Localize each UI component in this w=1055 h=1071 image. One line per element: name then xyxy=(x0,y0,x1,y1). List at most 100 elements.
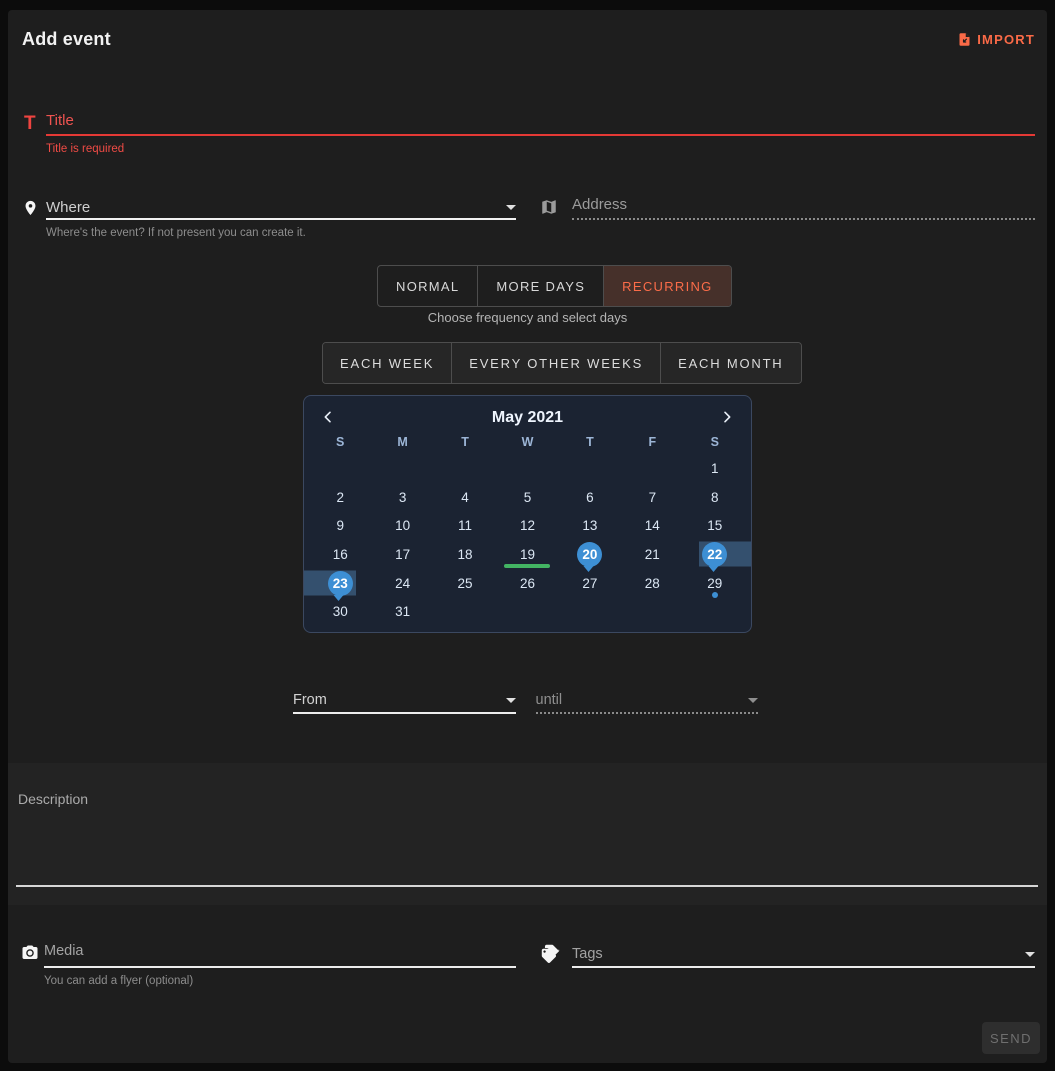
media-input[interactable] xyxy=(44,943,516,959)
calendar-day[interactable]: 4 xyxy=(461,489,469,505)
calendar-day[interactable]: 13 xyxy=(582,518,598,534)
calendar-weekday-row: S M T W T F S xyxy=(304,430,751,454)
calendar-day[interactable]: 30 xyxy=(332,604,348,620)
calendar-day-with-event[interactable]: 29 xyxy=(684,569,746,599)
each-month-button[interactable]: EACH MONTH xyxy=(661,343,801,383)
calendar-day-selected[interactable]: 23 xyxy=(304,569,371,598)
title-field-icon: T xyxy=(24,113,36,134)
chevron-down-icon xyxy=(748,697,758,703)
calendar-month-label: May 2021 xyxy=(491,409,564,426)
weekday-label: F xyxy=(648,435,657,449)
until-field: until xyxy=(535,688,758,714)
calendar-day xyxy=(559,454,621,483)
weekday-label: S xyxy=(710,435,719,449)
calendar-day[interactable]: 14 xyxy=(644,518,660,534)
calendar-day[interactable]: 9 xyxy=(336,518,344,534)
page-title: Add event xyxy=(22,29,111,49)
weekday-label: T xyxy=(461,435,469,449)
where-field: Where Where's the event? If not present … xyxy=(22,196,516,239)
address-field xyxy=(540,196,1035,221)
address-input[interactable] xyxy=(572,196,1035,213)
calendar-week-row: 1 xyxy=(304,454,751,483)
description-section: Description xyxy=(8,763,1055,905)
calendar-day xyxy=(371,454,433,483)
import-label: IMPORT xyxy=(977,32,1035,47)
from-select[interactable]: From xyxy=(293,688,516,714)
until-select[interactable]: until xyxy=(535,688,758,714)
calendar-day[interactable]: 6 xyxy=(586,489,594,505)
today-underline xyxy=(504,564,551,569)
from-placeholder: From xyxy=(293,692,327,708)
where-select[interactable]: Where xyxy=(46,196,516,220)
every-other-weeks-button[interactable]: EVERY OTHER WEEKS xyxy=(452,343,662,383)
calendar-day[interactable]: 16 xyxy=(332,546,348,562)
calendar: May 2021 S M T W T F S 1 2 xyxy=(303,395,752,633)
calendar-day-today[interactable]: 19 xyxy=(496,540,558,569)
calendar-week-row: 30 31 xyxy=(304,597,751,626)
calendar-day[interactable]: 18 xyxy=(457,546,473,562)
tags-select[interactable]: Tags xyxy=(572,942,1035,968)
calendar-day xyxy=(621,454,683,483)
selected-day-marker: 20 xyxy=(577,541,603,567)
file-import-icon xyxy=(957,31,972,48)
title-input[interactable] xyxy=(46,112,1035,129)
media-field: You can add a flyer (optional) xyxy=(20,942,516,987)
description-label: Description xyxy=(18,791,89,807)
camera-icon xyxy=(20,942,44,967)
calendar-day[interactable]: 28 xyxy=(644,575,660,591)
calendar-day xyxy=(434,597,496,626)
calendar-day[interactable]: 1 xyxy=(710,460,719,476)
calendar-day[interactable]: 24 xyxy=(395,575,411,591)
location-pin-icon xyxy=(22,196,46,223)
tags-placeholder: Tags xyxy=(572,946,603,962)
calendar-week-row: 9 10 11 12 13 14 15 xyxy=(304,511,751,540)
calendar-day[interactable]: 8 xyxy=(710,489,719,505)
where-placeholder: Where xyxy=(46,198,91,216)
import-button[interactable]: IMPORT xyxy=(957,31,1035,48)
description-underline xyxy=(16,885,1038,887)
from-field: From xyxy=(293,688,516,714)
calendar-next-button[interactable] xyxy=(717,407,737,430)
calendar-day[interactable]: 21 xyxy=(644,546,660,562)
weekday-label: M xyxy=(397,435,408,449)
event-type-tabs: NORMAL MORE DAYS RECURRING xyxy=(377,265,732,307)
calendar-day[interactable]: 25 xyxy=(457,575,473,591)
tags-field: Tags xyxy=(540,942,1035,968)
calendar-day-selected[interactable]: 20 xyxy=(559,540,621,569)
calendar-day[interactable]: 11 xyxy=(458,518,473,534)
calendar-day xyxy=(496,597,558,626)
calendar-day xyxy=(559,597,621,626)
tab-more-days[interactable]: MORE DAYS xyxy=(478,266,605,306)
chevron-right-icon xyxy=(719,409,735,428)
event-dot-icon xyxy=(711,592,718,599)
send-button[interactable]: SEND xyxy=(982,1022,1040,1054)
calendar-day[interactable]: 27 xyxy=(582,575,598,591)
calendar-day[interactable]: 2 xyxy=(336,489,344,505)
calendar-day[interactable]: 10 xyxy=(395,518,411,534)
calendar-week-row: 23 24 25 26 27 28 29 xyxy=(304,569,751,599)
calendar-day[interactable]: 5 xyxy=(523,489,532,505)
calendar-day xyxy=(684,597,746,626)
calendar-day xyxy=(496,454,558,483)
calendar-day[interactable]: 26 xyxy=(519,575,535,591)
calendar-day xyxy=(621,597,683,626)
each-week-button[interactable]: EACH WEEK xyxy=(323,343,453,383)
calendar-day xyxy=(309,454,371,483)
tab-normal[interactable]: NORMAL xyxy=(378,266,479,306)
calendar-day[interactable]: 3 xyxy=(398,489,407,505)
chevron-down-icon xyxy=(506,204,516,210)
frequency-hint: Choose frequency and select days xyxy=(427,310,628,325)
calendar-day[interactable]: 15 xyxy=(707,518,723,534)
calendar-day-selected[interactable]: 22 xyxy=(684,540,751,569)
calendar-day[interactable]: 12 xyxy=(519,518,535,534)
title-field: Title is required xyxy=(46,112,1035,155)
tab-recurring[interactable]: RECURRING xyxy=(604,266,731,306)
calendar-day[interactable]: 17 xyxy=(395,546,411,562)
selected-day-marker: 23 xyxy=(327,570,353,596)
calendar-day[interactable]: 7 xyxy=(648,489,657,505)
calendar-day[interactable]: 31 xyxy=(395,604,411,620)
calendar-week-row: 2 3 4 5 6 7 8 xyxy=(304,483,751,512)
description-input[interactable] xyxy=(18,813,1055,879)
calendar-prev-button[interactable] xyxy=(318,407,338,430)
